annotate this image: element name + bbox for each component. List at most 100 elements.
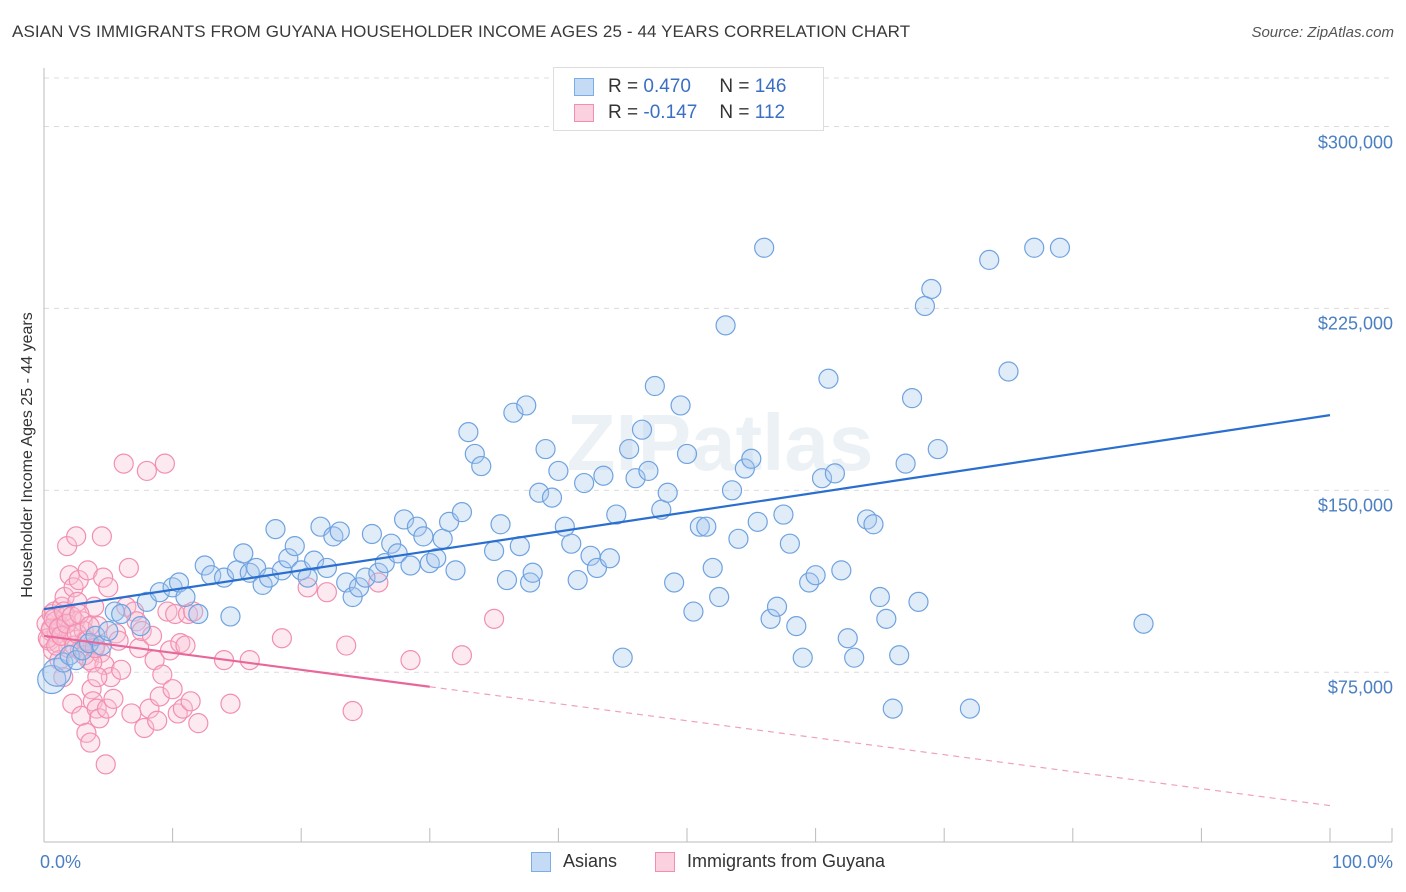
asian-point [175, 586, 196, 608]
asian-point [619, 438, 640, 460]
asian-point [702, 557, 723, 579]
y-tick-label: $300,000 [1317, 132, 1393, 152]
asian-point [368, 562, 389, 583]
trendline-asians [43, 414, 1331, 611]
asian-point [831, 560, 852, 581]
legend-item-guyana[interactable]: Immigrants from Guyana [655, 851, 885, 872]
chart-title: ASIAN VS IMMIGRANTS FROM GUYANA HOUSEHOL… [12, 22, 911, 41]
asian-point [824, 463, 845, 484]
asian-point [574, 472, 595, 494]
asian-point [927, 438, 948, 460]
asian-point [567, 569, 588, 591]
asian-point [348, 577, 370, 598]
asian-point [406, 516, 428, 537]
asian-point [522, 562, 543, 583]
legend-label-guyana: Immigrants from Guyana [687, 851, 886, 871]
legend-swatch-blue [574, 78, 594, 96]
guyana-point [336, 635, 357, 656]
asian-point [541, 487, 563, 508]
asian-point [606, 504, 627, 525]
asian-point [657, 482, 678, 503]
guyana-point [316, 582, 338, 603]
guyana-point [157, 601, 178, 622]
n-label: N = [719, 76, 750, 97]
asian-point [503, 402, 524, 423]
x-tick-label-max: 100.0% [1331, 852, 1393, 872]
r-label: R = [608, 102, 639, 123]
legend-item-asians[interactable]: Asians [531, 851, 617, 872]
asian-point [715, 315, 736, 336]
asian-point [689, 516, 710, 537]
asian-point [882, 698, 903, 719]
asian-point [484, 540, 505, 562]
asian-point [908, 591, 929, 612]
asian-point [496, 569, 518, 591]
asian-point [233, 543, 254, 564]
asian-point [754, 237, 775, 258]
asian-point [471, 455, 492, 477]
asian-point [818, 368, 839, 389]
asian-point [400, 555, 421, 576]
asian-point [805, 565, 826, 586]
asian-point [766, 596, 788, 617]
asian-point [529, 482, 550, 503]
asian-point [863, 514, 884, 535]
guyana-point [91, 526, 112, 547]
stats-row-asians: R = 0.470 N = 146 [574, 74, 786, 100]
asian-point [85, 625, 106, 646]
guyana-point [134, 717, 155, 739]
asian-point [561, 533, 582, 554]
series-asians-points [37, 237, 1154, 719]
asian-point [792, 647, 813, 668]
asian-point [728, 528, 749, 549]
asian-point [876, 608, 897, 629]
asian-point [734, 458, 755, 479]
asian-point [811, 468, 833, 489]
asian-point [554, 516, 575, 537]
asian-point [747, 511, 768, 532]
y-tick-label: $225,000 [1317, 313, 1393, 334]
asian-point [773, 504, 794, 525]
asian-point [42, 657, 72, 687]
guyana-point [95, 754, 116, 775]
asian-point [464, 443, 485, 465]
asian-point [593, 465, 614, 486]
guyana-point [149, 686, 170, 707]
asian-point [670, 395, 691, 416]
guyana-point [43, 608, 64, 629]
asian-point [998, 361, 1019, 382]
r-value: 0.470 [643, 76, 691, 97]
guyana-point [271, 628, 293, 649]
asian-point [130, 616, 151, 637]
guyana-point [111, 659, 132, 680]
asian-point [426, 548, 447, 569]
guyana-point [484, 608, 505, 629]
guyana-point [118, 557, 139, 579]
stats-row-guyana: R = -0.147 N = 112 [574, 100, 785, 126]
grid-lines [44, 77, 1394, 673]
asian-point [644, 375, 665, 397]
guyana-point [93, 567, 114, 588]
asian-point [664, 572, 685, 593]
guyana-point [94, 654, 115, 676]
asian-point [709, 586, 730, 608]
asian-point [278, 548, 299, 569]
asian-point [381, 533, 402, 554]
n-value: 112 [754, 102, 786, 123]
asian-point [188, 603, 209, 625]
guyana-point [239, 649, 260, 671]
asian-point [786, 616, 807, 637]
trend-lines [43, 414, 1331, 807]
asian-point [490, 514, 511, 535]
asian-point [548, 460, 569, 482]
guyana-point [177, 603, 199, 625]
legend-label-asians: Asians [563, 851, 618, 871]
watermark: ZIPatlas [567, 398, 874, 487]
asian-point [979, 249, 1000, 271]
asian-point [1024, 237, 1045, 258]
asian-point [445, 560, 466, 581]
asian-point [837, 628, 858, 649]
asian-point [535, 438, 556, 460]
guyana-point [136, 460, 157, 482]
